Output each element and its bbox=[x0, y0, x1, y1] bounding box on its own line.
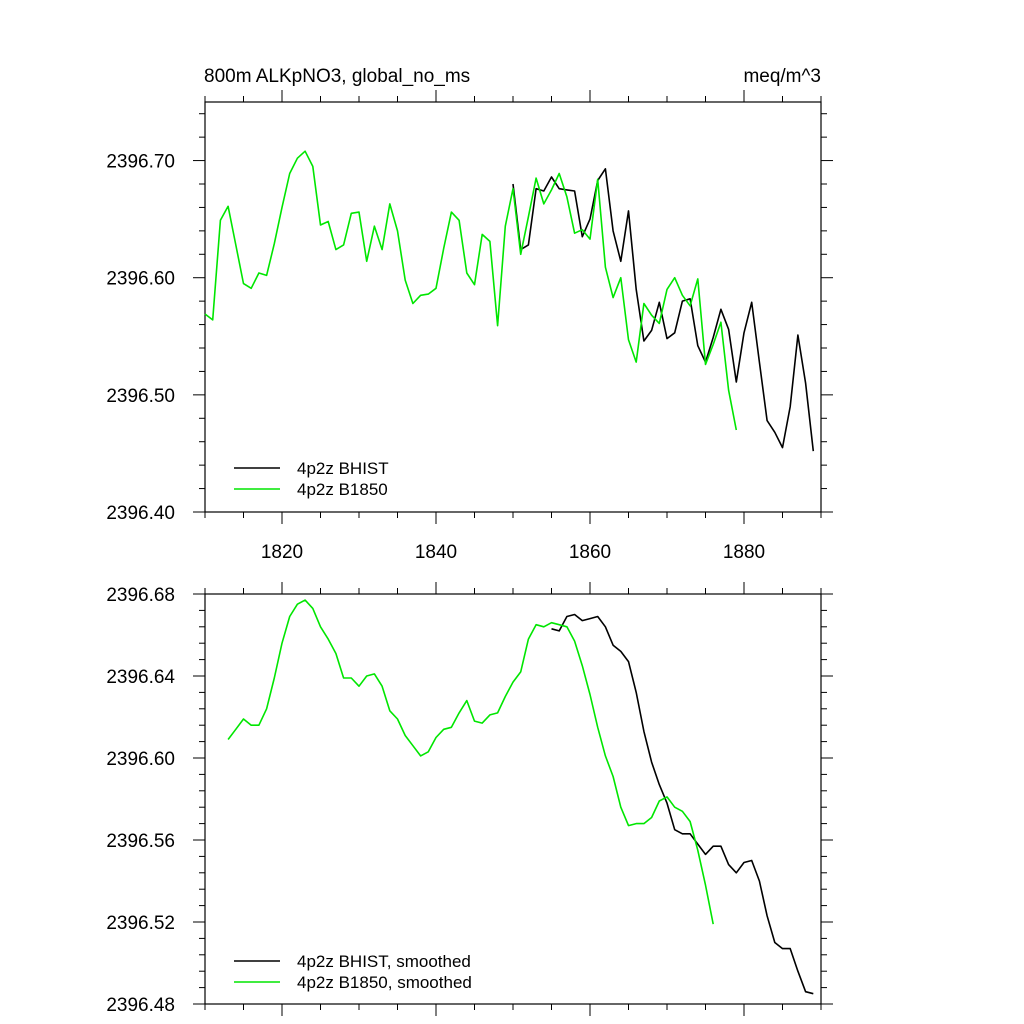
legend-label-b1850: 4p2z B1850 bbox=[297, 480, 388, 499]
legend-label-bhist-smoothed: 4p2z BHIST, smoothed bbox=[297, 952, 471, 971]
bottom-panel: 2396.48 2396.52 2396.56 2396.60 2396.64 2396.… bbox=[106, 582, 833, 1016]
y-tick-label: 2396.68 bbox=[106, 585, 175, 606]
y-tick-label: 2396.40 bbox=[106, 503, 175, 524]
legend-label-b1850-smoothed: 4p2z B1850, smoothed bbox=[297, 973, 472, 992]
y-tick-label: 2396.48 bbox=[106, 995, 175, 1016]
x-tick-label: 1820 bbox=[261, 542, 303, 563]
bottom-plot-frame bbox=[204, 593, 822, 1005]
series-line-bhist bbox=[551, 613, 814, 995]
x-tick-label: 1860 bbox=[569, 542, 611, 563]
series-line-bhist bbox=[512, 168, 815, 452]
x-tick-label: 1840 bbox=[415, 542, 457, 563]
series-line-b1850 bbox=[227, 599, 714, 925]
bottom-legend: 4p2z BHIST, smoothed 4p2z B1850, smoothe… bbox=[234, 952, 472, 992]
legend-label-bhist: 4p2z BHIST bbox=[297, 459, 389, 478]
y-tick-label: 2396.50 bbox=[106, 386, 175, 407]
y-tick-label: 2396.56 bbox=[106, 831, 175, 852]
y-tick-label: 2396.60 bbox=[106, 749, 175, 770]
top-legend: 4p2z BHIST 4p2z B1850 bbox=[234, 459, 389, 499]
y-tick-label: 2396.60 bbox=[106, 269, 175, 290]
top-panel: 800m ALKpNO3, global_no_ms meq/m^3 2396.… bbox=[106, 66, 833, 563]
y-tick-label: 2396.64 bbox=[106, 667, 175, 688]
top-plot-frame bbox=[204, 101, 822, 513]
y-tick-label: 2396.52 bbox=[106, 913, 175, 934]
x-tick-label: 1880 bbox=[723, 542, 765, 563]
top-title-left: 800m ALKpNO3, global_no_ms bbox=[204, 66, 470, 87]
top-title-right: meq/m^3 bbox=[743, 66, 821, 87]
series-line-b1850 bbox=[204, 150, 738, 431]
y-tick-label: 2396.70 bbox=[106, 152, 175, 173]
